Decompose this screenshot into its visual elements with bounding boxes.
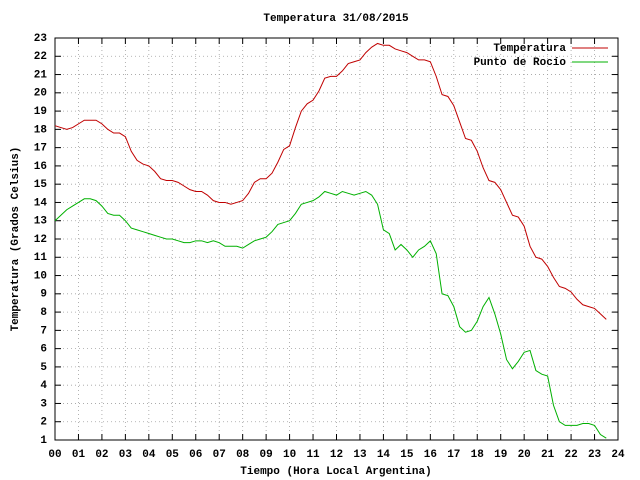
x-tick-label: 14: [377, 449, 391, 461]
x-tick-label: 21: [541, 449, 555, 461]
x-tick-label: 11: [306, 449, 320, 461]
x-tick-label: 12: [330, 449, 343, 461]
x-tick-label: 07: [213, 449, 226, 461]
x-tick-label: 17: [447, 449, 460, 461]
chart-title: Temperatura 31/08/2015: [263, 13, 409, 25]
y-tick-label: 3: [40, 398, 47, 410]
x-tick-label: 18: [471, 449, 485, 461]
y-tick-label: 15: [34, 179, 48, 191]
y-tick-label: 12: [34, 234, 47, 246]
y-tick-label: 9: [40, 289, 47, 301]
x-tick-label: 01: [72, 449, 86, 461]
y-tick-label: 22: [34, 51, 47, 63]
x-tick-label: 13: [353, 449, 367, 461]
x-tick-label: 10: [283, 449, 296, 461]
x-axis-label: Tiempo (Hora Local Argentina): [240, 466, 431, 478]
y-tick-label: 11: [34, 252, 48, 264]
x-tick-label: 03: [119, 449, 133, 461]
x-tick-label: 04: [142, 449, 156, 461]
x-tick-label: 05: [166, 449, 180, 461]
x-tick-label: 02: [95, 449, 108, 461]
legend-label: Temperatura: [493, 43, 566, 55]
data-line: [54, 42, 607, 320]
data-line: [54, 190, 607, 439]
x-tick-label: 09: [260, 449, 273, 461]
legend-label: Punto de Rocío: [474, 57, 567, 69]
y-tick-label: 6: [40, 344, 47, 356]
x-tick-label: 24: [611, 449, 625, 461]
x-tick-label: 15: [400, 449, 414, 461]
x-tick-label: 20: [518, 449, 531, 461]
x-tick-label: 23: [588, 449, 602, 461]
y-tick-label: 2: [40, 417, 47, 429]
x-tick-label: 16: [424, 449, 437, 461]
y-tick-label: 4: [40, 380, 47, 392]
y-tick-label: 17: [34, 143, 47, 155]
x-tick-label: 00: [48, 449, 61, 461]
y-axis-label: Temperatura (Grados Celsius): [10, 147, 22, 332]
y-tick-label: 16: [34, 161, 47, 173]
y-tick-label: 19: [34, 106, 47, 118]
x-tick-label: 19: [494, 449, 507, 461]
y-tick-label: 8: [40, 307, 47, 319]
y-tick-label: 18: [34, 124, 48, 136]
y-tick-label: 13: [34, 216, 48, 228]
x-tick-label: 06: [189, 449, 202, 461]
y-tick-label: 21: [34, 69, 48, 81]
x-tick-label: 22: [564, 449, 577, 461]
y-tick-label: 10: [34, 270, 47, 282]
y-tick-label: 7: [40, 325, 47, 337]
x-tick-label: 08: [236, 449, 250, 461]
y-tick-label: 20: [34, 88, 47, 100]
plot-border: [54, 37, 619, 441]
y-tick-label: 1: [40, 435, 47, 447]
y-tick-label: 14: [34, 197, 48, 209]
y-tick-label: 5: [40, 362, 47, 374]
y-tick-label: 23: [34, 33, 48, 45]
